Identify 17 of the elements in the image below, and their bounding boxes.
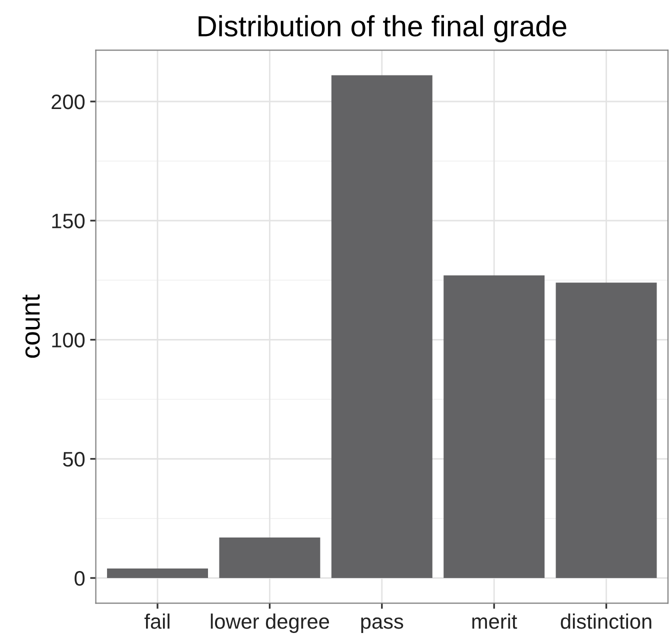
bar — [444, 275, 545, 578]
y-tick-label: 150 — [52, 214, 85, 228]
x-tick-label: merit — [472, 614, 518, 629]
bar — [107, 568, 208, 578]
y-tick-label: 0 — [74, 571, 85, 586]
x-tick-label: lower degree — [210, 614, 330, 633]
bar — [331, 75, 432, 578]
y-tick-label: 100 — [52, 332, 85, 348]
y-tick-label: 200 — [52, 94, 85, 110]
y-axis-title: count — [22, 294, 40, 358]
x-tick-label: distinction — [560, 614, 652, 629]
chart-title: Distribution of the final grade — [198, 15, 566, 42]
x-tick-label: fail — [144, 614, 170, 629]
y-tick-label: 50 — [63, 452, 85, 467]
bar — [219, 537, 320, 578]
x-tick-label: pass — [361, 617, 404, 633]
bar — [556, 282, 657, 578]
